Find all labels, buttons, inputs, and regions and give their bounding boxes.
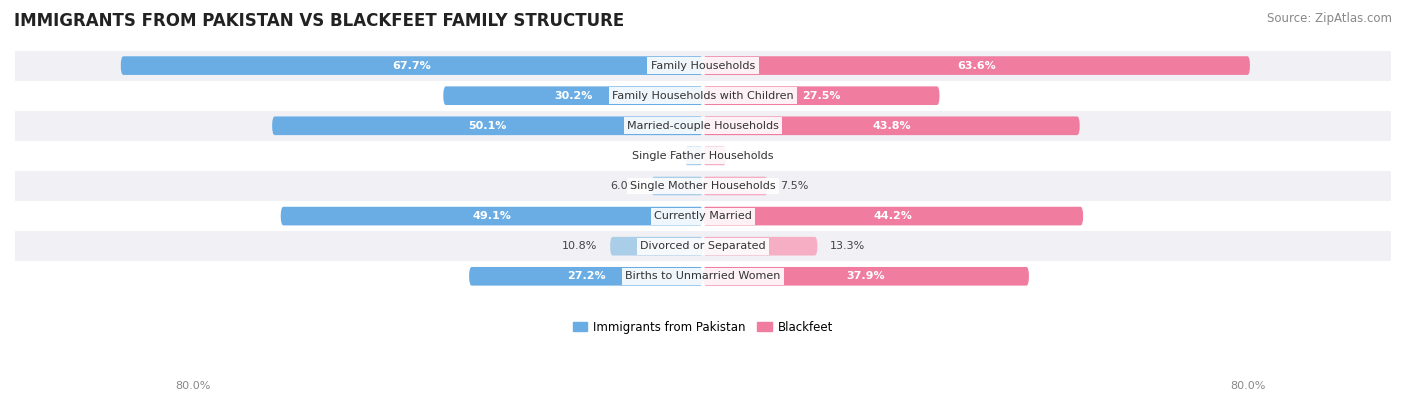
Text: Family Households: Family Households — [651, 60, 755, 71]
FancyBboxPatch shape — [703, 87, 939, 105]
FancyBboxPatch shape — [685, 147, 703, 165]
FancyBboxPatch shape — [273, 117, 703, 135]
Text: 7.5%: 7.5% — [780, 181, 808, 191]
Text: 50.1%: 50.1% — [468, 121, 506, 131]
Text: 37.9%: 37.9% — [846, 271, 886, 281]
FancyBboxPatch shape — [443, 87, 703, 105]
Text: 2.7%: 2.7% — [740, 151, 768, 161]
FancyBboxPatch shape — [703, 267, 1029, 286]
FancyBboxPatch shape — [703, 207, 1083, 226]
Text: Single Father Households: Single Father Households — [633, 151, 773, 161]
FancyBboxPatch shape — [703, 117, 1080, 135]
FancyBboxPatch shape — [651, 177, 703, 195]
Text: 67.7%: 67.7% — [392, 60, 432, 71]
Bar — [15, 261, 1391, 292]
Text: Family Households with Children: Family Households with Children — [612, 91, 794, 101]
Bar — [15, 51, 1391, 81]
Text: 80.0%: 80.0% — [1230, 381, 1265, 391]
FancyBboxPatch shape — [703, 177, 768, 195]
Text: 27.2%: 27.2% — [567, 271, 606, 281]
Bar — [15, 81, 1391, 111]
Text: 2.1%: 2.1% — [644, 151, 672, 161]
FancyBboxPatch shape — [703, 237, 817, 256]
FancyBboxPatch shape — [703, 147, 727, 165]
Bar — [15, 171, 1391, 201]
Text: 43.8%: 43.8% — [872, 121, 911, 131]
Text: 10.8%: 10.8% — [562, 241, 598, 251]
Text: Single Mother Households: Single Mother Households — [630, 181, 776, 191]
Text: 63.6%: 63.6% — [957, 60, 995, 71]
Text: IMMIGRANTS FROM PAKISTAN VS BLACKFEET FAMILY STRUCTURE: IMMIGRANTS FROM PAKISTAN VS BLACKFEET FA… — [14, 12, 624, 30]
Text: Births to Unmarried Women: Births to Unmarried Women — [626, 271, 780, 281]
Bar — [15, 201, 1391, 231]
FancyBboxPatch shape — [610, 237, 703, 256]
Bar — [15, 111, 1391, 141]
FancyBboxPatch shape — [281, 207, 703, 226]
Text: 30.2%: 30.2% — [554, 91, 592, 101]
Text: 13.3%: 13.3% — [831, 241, 866, 251]
FancyBboxPatch shape — [703, 56, 1250, 75]
Bar — [15, 231, 1391, 261]
Text: 49.1%: 49.1% — [472, 211, 512, 221]
Text: 6.0%: 6.0% — [610, 181, 638, 191]
Legend: Immigrants from Pakistan, Blackfeet: Immigrants from Pakistan, Blackfeet — [568, 316, 838, 339]
Text: 44.2%: 44.2% — [873, 211, 912, 221]
FancyBboxPatch shape — [470, 267, 703, 286]
Text: Married-couple Households: Married-couple Households — [627, 121, 779, 131]
Text: Divorced or Separated: Divorced or Separated — [640, 241, 766, 251]
Text: 27.5%: 27.5% — [801, 91, 841, 101]
Bar — [15, 141, 1391, 171]
Text: Source: ZipAtlas.com: Source: ZipAtlas.com — [1267, 12, 1392, 25]
Text: Currently Married: Currently Married — [654, 211, 752, 221]
Text: 80.0%: 80.0% — [176, 381, 211, 391]
FancyBboxPatch shape — [121, 56, 703, 75]
